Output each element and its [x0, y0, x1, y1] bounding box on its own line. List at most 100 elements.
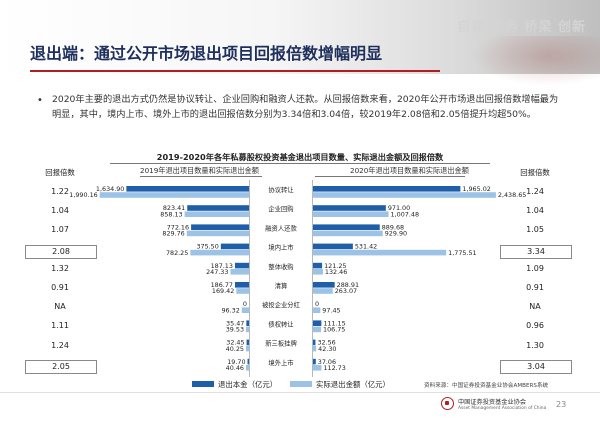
bar-2020-actual: [313, 211, 389, 217]
return-multiple-2019: 2.05: [25, 359, 97, 374]
chart-top-rule: [110, 163, 490, 164]
data-label-2020-actual: 132.46: [325, 268, 347, 276]
association-logo-icon: [441, 397, 454, 410]
bar-2019-actual: [99, 192, 249, 198]
page-number: 23: [556, 400, 567, 409]
category-label: 企业回购: [268, 204, 293, 213]
data-label-2019-actual: 96.32: [221, 306, 239, 314]
bar-2019-actual: [190, 249, 249, 256]
category-label: 融资人还款: [265, 223, 297, 232]
data-label-2019-principal: 375.50: [196, 243, 218, 251]
data-label-2019-principal: 772.16: [167, 223, 189, 231]
left-subtitle: 2019年退出项目数量和实际退出金额: [140, 166, 259, 175]
data-label-2019-actual: 247.33: [206, 268, 228, 276]
bullet-text: 2020年主要的退出方式仍然是协议转让、企业回购和融资人还款。从回报倍数来看，2…: [52, 94, 559, 120]
legend-swatch-actual: [290, 381, 312, 387]
data-label-2019-actual: 39.53: [226, 326, 244, 334]
left-subtitle-rule: [140, 176, 262, 177]
data-label-2019-principal: 823.41: [163, 204, 185, 212]
category-label: 境外上市: [268, 358, 293, 367]
data-label-2020-principal: 111.15: [323, 319, 345, 327]
bar-2020-principal: [313, 339, 316, 346]
bar-2020-actual: [313, 269, 323, 275]
bar-2019-actual: [246, 326, 249, 333]
right-subtitle-rule: [315, 176, 465, 177]
data-label-2019-principal: 32.45: [226, 339, 244, 347]
data-label-2020-actual: 112.73: [323, 364, 345, 372]
bar-2020-actual: [313, 307, 321, 313]
bar-2019-actual: [186, 230, 249, 237]
data-label-2020-actual: 2,438.65: [498, 191, 526, 199]
category-label: 被投企业分红: [262, 300, 300, 309]
return-multiple-2019: 1.04: [51, 206, 69, 216]
footer-org-cn: 中国证券投资基金业协会: [458, 399, 527, 406]
bar-2019-actual: [241, 307, 249, 313]
bar-2020-principal: [313, 320, 322, 326]
data-label-2019-actual: 829.76: [162, 230, 184, 238]
bar-2019-principal: [234, 282, 249, 288]
page-title: 退出端：通过公开市场退出项目回报倍数增幅明显: [30, 44, 383, 63]
bar-2020-actual: [313, 326, 322, 333]
return-multiple-2020: 1.30: [526, 340, 544, 350]
data-label-2020-actual: 1,775.51: [448, 249, 476, 257]
return-multiple-2019: 0.91: [51, 283, 69, 292]
bullet-icon: •: [37, 95, 43, 106]
bar-2019-actual: [245, 345, 249, 352]
bar-2019-actual: [230, 269, 249, 275]
data-label-2019-actual: 169.42: [212, 287, 234, 295]
return-multiple-2020: 1.04: [526, 206, 544, 216]
legend-label-actual: 实际退出金额（亿元）: [316, 380, 390, 389]
bar-2019-principal: [191, 224, 249, 230]
bar-2019-principal: [247, 358, 249, 365]
bar-2019-principal: [246, 339, 249, 346]
category-label: 整体收购: [268, 262, 293, 271]
data-label-2020-principal: 1,965.02: [462, 185, 490, 193]
data-label-2020-principal: 121.25: [324, 262, 346, 270]
bar-2020-principal: [313, 358, 316, 365]
data-label-2020-actual: 97.45: [322, 306, 340, 314]
category-label: 新三板挂牌: [265, 339, 297, 348]
return-multiple-2019: NA: [54, 302, 66, 312]
bar-2019-principal: [234, 262, 249, 269]
slogan: 自律 服务 桥梁 创新: [457, 20, 586, 35]
bar-2019-principal: [246, 320, 249, 326]
bar-2019-principal: [187, 205, 249, 211]
chart-title: 2019-2020年各年私募股权投资基金退出项目数量、实际退出金额及回报倍数: [156, 152, 444, 162]
return-multiple-2020: 0.91: [526, 283, 544, 292]
data-label-2019-principal: 0: [243, 300, 247, 308]
multiple-header-2019: 回报倍数: [45, 168, 75, 177]
data-label-2019-principal: 19.70: [227, 358, 245, 366]
bar-2020-principal: [313, 282, 335, 288]
return-multiple-2020: 1.24: [526, 187, 544, 196]
data-label-2020-principal: 531.42: [355, 243, 377, 251]
data-label-2019-principal: 187.13: [211, 262, 233, 270]
data-label-2019-principal: 1,634.90: [96, 185, 124, 193]
bar-2019-actual: [245, 365, 249, 371]
data-label-2020-actual: 929.90: [385, 230, 407, 238]
data-label-2020-principal: 37.06: [318, 358, 336, 366]
data-label-2020-actual: 42.30: [318, 345, 336, 353]
data-label-2020-principal: 288.91: [337, 281, 359, 289]
right-subtitle: 2020年退出项目数量和实际退出金额: [350, 166, 469, 175]
header-band: [0, 0, 600, 74]
data-label-2020-actual: 106.75: [323, 326, 345, 334]
return-multiple-2019: 1.24: [51, 340, 69, 350]
data-label-2020-principal: 0: [315, 300, 319, 308]
bar-2019-actual: [236, 288, 249, 294]
data-label-2019-principal: 186.77: [211, 281, 233, 289]
bar-2020-actual: [313, 288, 333, 294]
bar-2020-principal: [313, 186, 461, 192]
return-multiple-2020: 3.34: [500, 244, 572, 259]
bar-2020-actual: [313, 249, 447, 256]
category-label: 协议转让: [268, 185, 294, 194]
category-label: 境内上市: [268, 243, 293, 252]
data-label-2019-actual: 782.25: [166, 249, 188, 257]
return-multiple-2019: 1.07: [51, 225, 69, 235]
data-label-2020-actual: 263.07: [335, 287, 357, 295]
legend-swatch-principal: [192, 381, 214, 387]
multiple-header-2020: 回报倍数: [520, 168, 550, 177]
data-label-2019-actual: 40.46: [226, 364, 244, 372]
bar-2020-actual: [313, 192, 496, 198]
stamp-decoration: [470, 36, 600, 86]
